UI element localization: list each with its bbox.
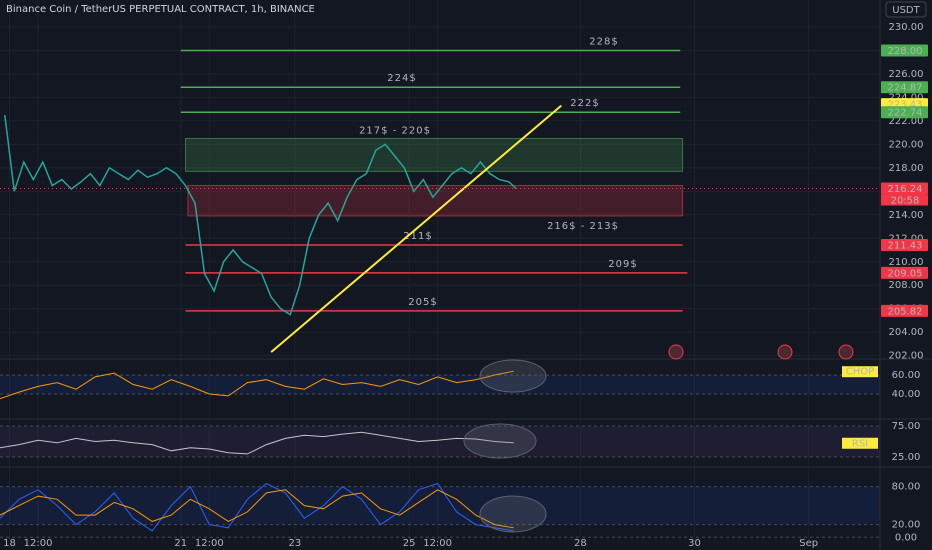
y-tick-label: 60.00: [892, 370, 921, 381]
currency-button[interactable]: [885, 1, 927, 18]
y-tick-label: 208.00: [889, 280, 924, 291]
price-tag-label: 209.05: [888, 268, 923, 279]
y-tick-label: 204.00: [889, 327, 924, 338]
x-tick-label: 12:00: [24, 538, 53, 549]
price-tag-label: 211.43: [888, 240, 923, 251]
price-tag-label: 222.74: [888, 108, 923, 119]
x-tick-label: 28: [574, 538, 587, 549]
series-line: [0, 370, 514, 400]
price-zone: [185, 138, 684, 172]
countdown-label: 20:58: [891, 196, 920, 207]
level-label: 205$: [408, 297, 437, 308]
y-tick-label: 220.00: [889, 139, 924, 150]
y-tick-label: 214.00: [889, 210, 924, 221]
y-tick-label: 80.00: [892, 482, 921, 493]
level-label: 224$: [387, 73, 416, 84]
indicator-band: [0, 426, 880, 458]
price-tag-label: 223.43: [888, 100, 923, 111]
event-icon[interactable]: [838, 344, 854, 360]
price-zone: [187, 184, 684, 217]
y-tick-label: 210.00: [889, 257, 924, 268]
level-label: 222$: [570, 98, 599, 109]
level-label: 228$: [589, 36, 618, 47]
event-icon[interactable]: [668, 344, 684, 360]
currency-label[interactable]: USDT: [892, 5, 920, 16]
y-tick-label: 226.00: [889, 69, 924, 80]
y-tick-label: 230.00: [889, 22, 924, 33]
price-tag: [881, 238, 928, 251]
y-tick-label: 202.00: [889, 351, 924, 362]
indicator-band: [0, 486, 880, 525]
price-tag: [881, 44, 928, 57]
y-tick-label: 25.00: [892, 452, 921, 463]
x-tick-label: 12:00: [195, 538, 224, 549]
level-label: 211$: [403, 231, 432, 242]
series-line: [4, 114, 517, 316]
price-tag: [881, 81, 928, 94]
y-tick-label: 222.00: [889, 116, 924, 127]
indicator-band: [0, 374, 880, 394]
indicator-tag-label: RSI: [852, 438, 868, 449]
indicator-tag: [842, 437, 878, 449]
y-tick-label: 212.00: [889, 233, 924, 244]
highlight-ellipse: [463, 423, 537, 459]
x-tick-label: 21: [174, 538, 187, 549]
x-tick-label: 18: [3, 538, 16, 549]
y-tick-label: 218.00: [889, 163, 924, 174]
indicator-tag-label: CHOP: [846, 367, 874, 378]
price-tag: [881, 266, 928, 279]
x-tick-label: 12:00: [423, 538, 452, 549]
price-tag: [881, 182, 928, 195]
x-tick-label: 23: [289, 538, 302, 549]
series-line: [0, 431, 514, 455]
price-tag: [881, 304, 928, 317]
price-tag-label: 205.82: [888, 306, 923, 317]
x-tick-label: 25: [403, 538, 416, 549]
price-tag: [881, 106, 928, 119]
zone-label: 216$ - 213$: [547, 221, 619, 232]
y-tick-label: 75.00: [892, 421, 921, 432]
x-tick-label: Sep: [799, 538, 818, 549]
y-tick-label: 0.00: [895, 532, 917, 543]
zone-label: 217$ - 220$: [359, 126, 431, 137]
x-tick-label: 30: [688, 538, 701, 549]
event-icon[interactable]: [777, 344, 793, 360]
price-tag-label: 216.24: [888, 184, 923, 195]
level-label: 209$: [608, 259, 637, 270]
chart-title: Binance Coin / TetherUS PERPETUAL CONTRA…: [6, 4, 315, 15]
indicator-tag: [842, 366, 878, 378]
y-tick-label: 40.00: [892, 389, 921, 400]
price-tag-label: 224.87: [888, 83, 923, 94]
countdown-tag: [881, 194, 928, 206]
series-line: [0, 482, 514, 532]
price-tag-label: 228.00: [888, 46, 923, 57]
y-tick-label: 20.00: [892, 520, 921, 531]
trendline: [270, 104, 562, 353]
highlight-ellipse: [479, 359, 547, 393]
highlight-ellipse: [479, 495, 547, 533]
y-tick-label: 224.00: [889, 92, 924, 103]
series-line: [0, 489, 514, 529]
